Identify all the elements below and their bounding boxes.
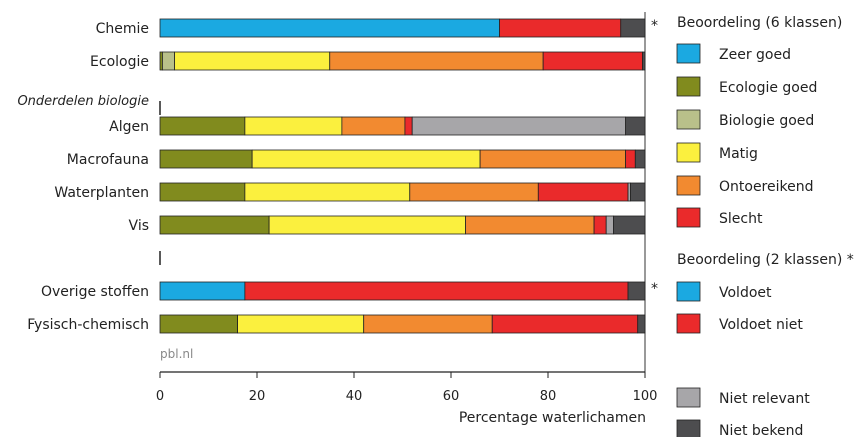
bar-segment-slecht: [593, 215, 607, 235]
bar-segment-niet_bekend: [637, 314, 646, 334]
bar-segment-niet_bekend: [642, 51, 646, 71]
bar-segment-ecologie_goed: [159, 149, 253, 169]
bar-segment-ecologie_goed: [159, 182, 246, 202]
legend-swatch-matig: [676, 142, 701, 163]
bar-segment-ontoereikend: [409, 182, 539, 202]
legend-swatch-zeer_goed: [676, 43, 701, 64]
legend-label-voldoet: Voldoet: [719, 285, 772, 301]
category-label: Vis: [129, 218, 149, 234]
bar-segment-ontoereikend: [329, 51, 544, 71]
bar-segment-niet_relevant: [605, 215, 614, 235]
bar-segment-ecologie_goed: [159, 215, 270, 235]
bar-segment-slecht: [499, 18, 622, 38]
bar-segment-ecologie_goed: [159, 116, 246, 136]
category-label: Fysisch-chemisch: [27, 317, 149, 333]
bar-segment-slecht: [491, 314, 639, 334]
category-label: Overige stoffen: [41, 284, 149, 300]
category-label: Waterplanten: [54, 185, 149, 201]
bar-segment-niet_bekend: [613, 215, 646, 235]
x-tick-label: 60: [443, 389, 460, 404]
legend: Beoordeling (6 klassen) Beoordeling (2 k…: [676, 15, 854, 437]
legend-swatch-voldoet: [676, 281, 701, 302]
legend-label-matig: Matig: [719, 146, 758, 162]
bar-segment-matig: [244, 182, 411, 202]
x-axis: 0 20 40 60 80 100: [156, 371, 658, 404]
bar-segment-matig: [237, 314, 365, 334]
bar-segment-ontoereikend: [465, 215, 595, 235]
legend-swatch-slecht: [676, 207, 701, 228]
category-labels: Chemie * Ecologie Algen Macrofauna Waterplant…: [27, 18, 658, 333]
category-label: Chemie: [96, 21, 149, 37]
bar-segment-biologie_goed: [162, 51, 175, 71]
bar-segment-ontoereikend: [363, 314, 493, 334]
legend-title-6-klassen: Beoordeling (6 klassen): [677, 15, 842, 31]
bars: [159, 18, 646, 334]
bar-segment-ecologie_goed: [159, 314, 238, 334]
x-tick-label: 80: [540, 389, 557, 404]
legend-label-niet_bekend: Niet bekend: [719, 423, 803, 437]
section-label: Onderdelen biologie: [17, 94, 149, 109]
asterisk-mark: *: [651, 18, 658, 34]
source-label: pbl.nl: [160, 347, 193, 361]
legend-label-ontoereikend: Ontoereikend: [719, 179, 814, 195]
bar-segment-zeer_goed: [159, 18, 500, 38]
category-label: Algen: [109, 119, 149, 135]
x-tick-label: 20: [249, 389, 266, 404]
bar-segment-slecht: [404, 116, 413, 136]
bar-segment-slecht: [542, 51, 643, 71]
x-tick-label: 40: [346, 389, 363, 404]
asterisk-mark: *: [651, 281, 658, 297]
bar-segment-matig: [174, 51, 331, 71]
x-tick-label: 0: [156, 389, 164, 404]
legend-title-2-klassen: Beoordeling (2 klassen) *: [677, 252, 854, 268]
legend-swatch-ecologie_goed: [676, 76, 701, 97]
bar-segment-voldoet_niet: [244, 281, 629, 301]
legend-label-voldoet_niet: Voldoet niet: [719, 317, 803, 333]
legend-swatch-niet_bekend: [676, 419, 701, 437]
bar-segment-niet_bekend: [627, 281, 646, 301]
bar-segment-ontoereikend: [479, 149, 627, 169]
bar-segment-slecht: [625, 149, 636, 169]
legend-swatch-niet_relevant: [676, 387, 701, 408]
bar-segment-niet_bekend: [625, 116, 646, 136]
category-label: Ecologie: [90, 54, 149, 70]
legend-label-slecht: Slecht: [719, 211, 763, 227]
bar-segment-niet_bekend: [630, 182, 646, 202]
legend-label-zeer_goed: Zeer goed: [719, 47, 791, 63]
bar-segment-matig: [251, 149, 481, 169]
bar-segment-niet_bekend: [620, 18, 646, 38]
x-axis-title: Percentage waterlichamen: [459, 410, 646, 426]
legend-swatch-biologie_goed: [676, 109, 701, 130]
bar-segment-matig: [244, 116, 343, 136]
legend-label-biologie_goed: Biologie goed: [719, 113, 814, 129]
bar-segment-niet_relevant: [411, 116, 627, 136]
bar-segment-slecht: [537, 182, 629, 202]
legend-label-ecologie_goed: Ecologie goed: [719, 80, 817, 96]
legend-swatch-ontoereikend: [676, 175, 701, 196]
legend-label-niet_relevant: Niet relevant: [719, 391, 810, 407]
bar-segment-voldoet: [159, 281, 246, 301]
bar-segment-niet_bekend: [634, 149, 646, 169]
x-tick-label: 100: [633, 389, 658, 404]
bar-segment-ontoereikend: [341, 116, 406, 136]
legend-swatch-voldoet_niet: [676, 313, 701, 334]
bar-segment-matig: [268, 215, 466, 235]
category-label: Macrofauna: [67, 152, 149, 168]
